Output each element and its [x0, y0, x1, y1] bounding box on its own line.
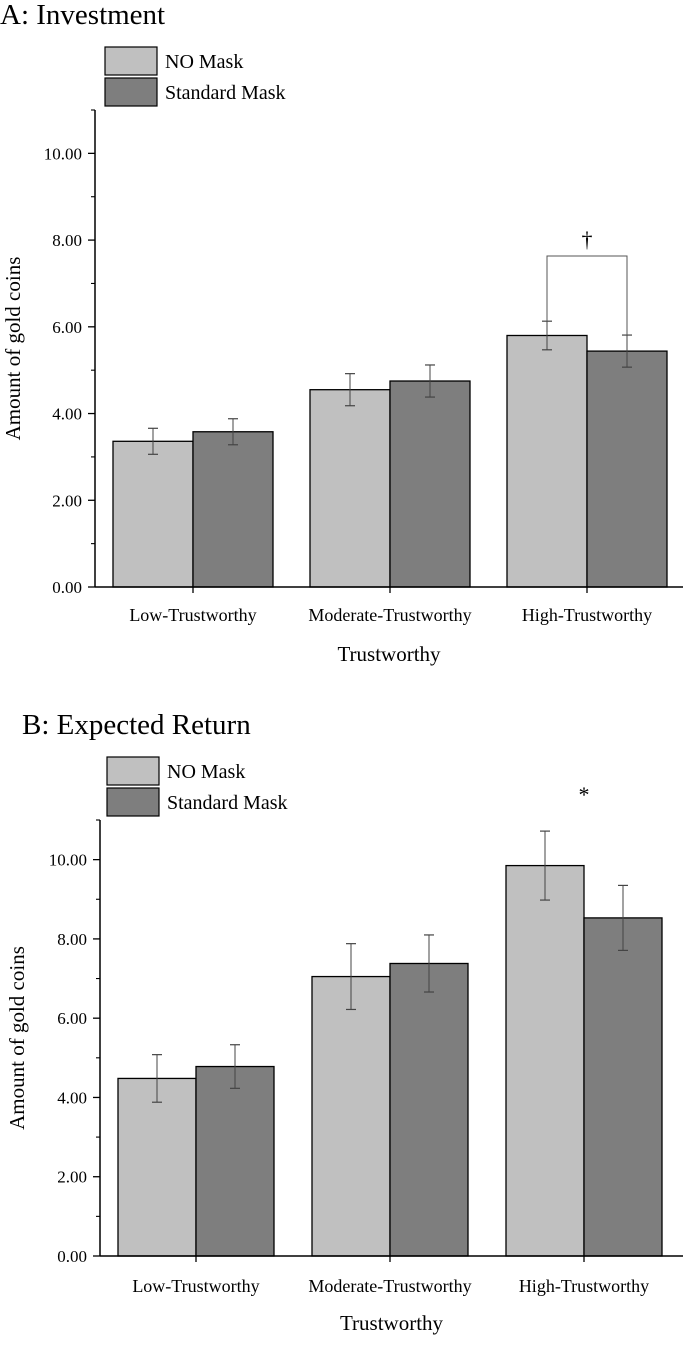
- legend-swatch: [104, 46, 158, 76]
- x-axis-label: Trustworthy: [340, 1311, 444, 1335]
- chart-title: A: Investment: [0, 0, 165, 31]
- bar: [309, 389, 391, 588]
- legend-label: Standard Mask: [167, 792, 288, 814]
- y-tick-label: 0.00: [57, 1247, 87, 1266]
- significance-marker: *: [579, 782, 590, 807]
- x-tick-label: Moderate-Trustworthy: [308, 1276, 471, 1296]
- chart-investment: A: Investment 0.00 2.00 4.00 6.00 8.00 10.00 L…: [0, 0, 683, 666]
- significance-marker: †: [582, 227, 593, 252]
- bar: [583, 917, 663, 1257]
- x-axis-label: Trustworthy: [337, 642, 441, 666]
- bar: [506, 334, 588, 588]
- y-tick-label: 4.00: [52, 405, 82, 424]
- y-tick-label: 0.00: [52, 578, 82, 597]
- y-axis-label: Amount of gold coins: [5, 946, 29, 1130]
- bar: [117, 1077, 197, 1257]
- bar: [192, 431, 274, 588]
- y-tick-label: 8.00: [57, 930, 87, 949]
- legend-swatch: [106, 756, 160, 786]
- bar: [586, 350, 668, 588]
- x-tick-label: Low-Trustworthy: [129, 605, 256, 625]
- y-tick-label: 4.00: [57, 1088, 87, 1107]
- chart-title: B: Expected Return: [22, 709, 251, 741]
- y-tick-label: 2.00: [52, 491, 82, 510]
- bar: [311, 975, 391, 1257]
- legend-label: Standard Mask: [165, 82, 286, 104]
- bar: [389, 380, 471, 588]
- y-axis-label: Amount of gold coins: [1, 257, 25, 441]
- y-tick-label: 10.00: [44, 144, 82, 163]
- y-tick-label: 8.00: [52, 231, 82, 250]
- chart-expected-return: B: Expected Return 0.00 2.00 4.00 6.00 8.00 1…: [5, 709, 683, 1335]
- y-tick-label: 6.00: [52, 318, 82, 337]
- bar: [389, 962, 469, 1257]
- legend-swatch: [106, 787, 160, 817]
- x-tick-label: High-Trustworthy: [519, 1276, 649, 1296]
- y-tick-label: 2.00: [57, 1168, 87, 1187]
- x-tick-label: Moderate-Trustworthy: [308, 605, 471, 625]
- legend-label: NO Mask: [167, 761, 245, 783]
- x-tick-label: High-Trustworthy: [522, 605, 652, 625]
- bar: [195, 1065, 275, 1257]
- y-tick-label: 10.00: [49, 851, 87, 870]
- y-tick-label: 6.00: [57, 1009, 87, 1028]
- bar: [112, 440, 194, 588]
- significance-bracket: [546, 255, 628, 336]
- legend-swatch: [104, 77, 158, 107]
- bar: [505, 864, 585, 1257]
- legend-label: NO Mask: [165, 51, 243, 73]
- x-tick-label: Low-Trustworthy: [132, 1276, 259, 1296]
